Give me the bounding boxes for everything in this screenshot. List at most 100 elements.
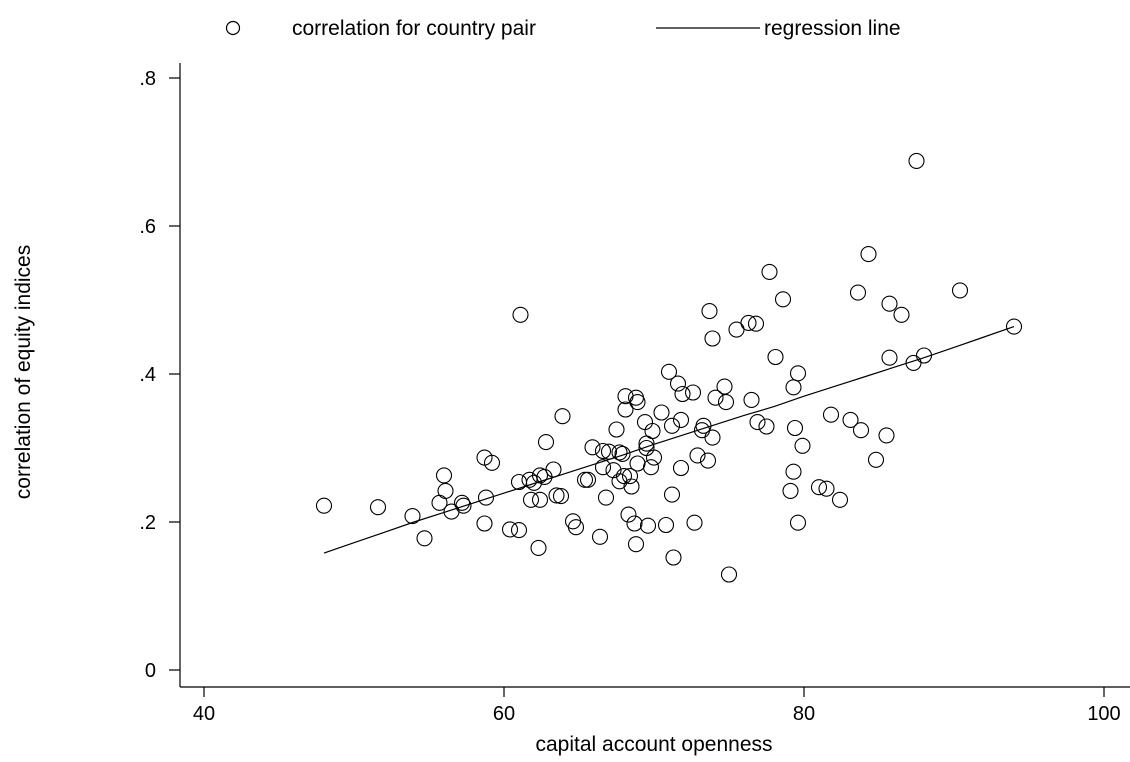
- scatter-point: [761, 263, 778, 280]
- scatter-point: [453, 494, 471, 511]
- scatter-point: [510, 522, 528, 539]
- scatter-point: [611, 473, 628, 490]
- scatter-point: [951, 282, 969, 299]
- scatter-point: [608, 421, 625, 438]
- y-tick-label: 0: [145, 660, 156, 682]
- scatter-point: [416, 530, 433, 547]
- scatter-point: [597, 489, 615, 506]
- scatter-point: [620, 506, 637, 523]
- scatter-point: [437, 482, 454, 499]
- scatter-point: [782, 482, 799, 499]
- scatter-point: [774, 291, 792, 308]
- scatter-point: [852, 422, 870, 439]
- scatter-point: [611, 444, 628, 461]
- scatter-point: [653, 404, 670, 421]
- scatter-point: [369, 499, 387, 516]
- x-axis-title: capital account openness: [536, 733, 773, 756]
- y-axis-title: correlation of equity indices: [12, 245, 35, 499]
- scatter-point: [621, 468, 639, 485]
- scatter-point: [794, 437, 811, 454]
- scatter-point: [614, 445, 631, 462]
- scatter-point: [720, 566, 738, 583]
- scatter-point: [881, 349, 898, 366]
- scatter-point: [707, 389, 724, 406]
- scatter-point: [404, 508, 421, 525]
- scatter-point: [908, 152, 925, 169]
- scatter-point: [626, 515, 643, 532]
- scatter-point: [849, 284, 867, 301]
- scatter-point: [749, 414, 766, 431]
- scatter-point: [818, 480, 835, 497]
- scatter-point: [522, 491, 540, 508]
- scatter-point: [594, 459, 612, 476]
- x-tick-label: 60: [493, 703, 515, 725]
- scatter-point: [785, 463, 802, 480]
- scatter-point: [627, 389, 645, 406]
- scatter-point: [644, 422, 661, 440]
- scatter-point: [789, 365, 807, 382]
- scatter-point: [695, 417, 712, 434]
- scatter-point: [867, 451, 885, 468]
- scatter-point: [717, 394, 735, 411]
- scatter-point: [767, 348, 784, 366]
- legend: correlation for country pair regression …: [225, 17, 901, 40]
- scatter-point: [510, 473, 528, 491]
- scatter-point: [554, 408, 571, 425]
- scatter-point: [660, 363, 678, 380]
- scatter-point: [636, 414, 654, 431]
- scatter-point: [663, 417, 681, 434]
- scatter-point: [728, 321, 745, 338]
- scatter-point: [669, 375, 687, 392]
- x-tick-label: 80: [793, 703, 815, 725]
- scatter-point: [483, 454, 501, 471]
- legend-label-scatter: correlation for country pair: [292, 17, 536, 40]
- scatter-point: [881, 295, 898, 312]
- scatter-point: [878, 427, 895, 444]
- scatter-points: [315, 152, 1023, 583]
- scatter-point: [699, 452, 717, 469]
- scatter-point: [704, 330, 721, 347]
- scatter-point: [672, 459, 690, 477]
- scatter-point: [639, 517, 657, 534]
- scatter-point: [579, 471, 597, 488]
- scatter-point: [594, 442, 612, 460]
- scatter-point: [645, 449, 663, 466]
- scatter-point: [915, 347, 933, 364]
- scatter-point: [548, 487, 565, 504]
- scatter-point: [537, 434, 555, 451]
- scatter-point: [512, 306, 529, 323]
- scatter-point: [672, 411, 690, 428]
- scatter-point: [665, 549, 682, 566]
- scatter-point: [831, 491, 849, 508]
- y-tick-label: .8: [139, 68, 156, 90]
- scatter-point: [545, 461, 562, 478]
- scatter-point: [477, 489, 495, 506]
- scatter-point: [531, 491, 549, 508]
- scatter-point: [701, 303, 718, 320]
- scatter-point: [716, 378, 733, 395]
- regression-line: [323, 326, 1015, 554]
- legend-label-regression: regression line: [764, 17, 901, 40]
- scatter-point: [810, 479, 828, 496]
- scatter-point: [704, 429, 721, 446]
- scatter-point: [638, 439, 655, 457]
- scatter-point: [786, 419, 804, 437]
- scatter-point: [455, 497, 472, 514]
- y-tick-label: .4: [139, 364, 156, 386]
- y-tick-label: .6: [139, 216, 156, 238]
- scatter-point: [600, 443, 618, 460]
- scatter-point: [842, 411, 859, 428]
- scatter-point: [657, 516, 675, 534]
- scatter-point: [315, 497, 333, 514]
- scatter-point: [584, 439, 601, 456]
- scatter-point: [617, 401, 634, 418]
- scatter-point: [822, 406, 840, 423]
- scatter-point: [1005, 318, 1023, 335]
- scatter-point: [758, 418, 775, 435]
- scatter-point: [623, 478, 640, 495]
- scatter-point: [789, 514, 807, 531]
- scatter-point: [860, 246, 877, 263]
- x-axis-ticks: 40 60 80 100: [193, 687, 1121, 725]
